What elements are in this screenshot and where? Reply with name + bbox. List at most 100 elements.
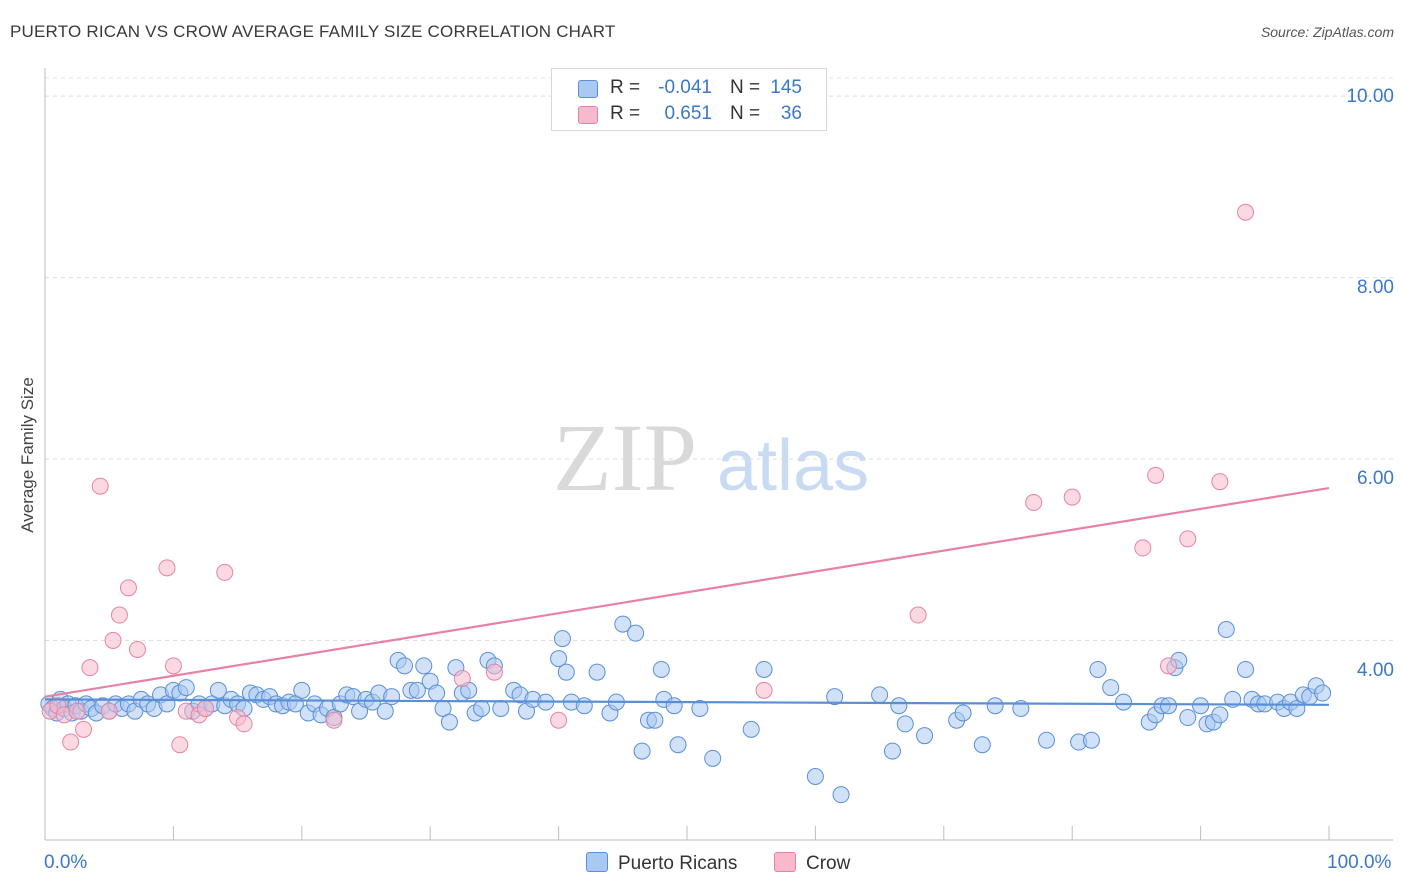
legend-r-value: 0.651 — [664, 103, 712, 124]
crow-point — [128, 641, 146, 658]
crow-point — [1147, 466, 1165, 484]
crow-point — [325, 711, 343, 729]
puerto-rican-point — [553, 630, 571, 648]
puerto-rican-point — [890, 697, 908, 715]
puerto-rican-point — [473, 699, 491, 717]
x-tick-label-min: 0.0% — [44, 852, 88, 873]
puerto-rican-point — [1217, 621, 1235, 639]
puerto-rican-point — [691, 699, 709, 717]
crow-point — [110, 606, 128, 624]
puerto-rican-point — [1314, 684, 1332, 702]
puerto-rican-point — [209, 681, 227, 699]
puerto-rican-point — [1237, 660, 1255, 678]
legend-n-label: N = — [730, 77, 761, 98]
crow-point — [485, 663, 503, 681]
crow-point — [1160, 657, 1177, 675]
puerto-rican-point — [1038, 731, 1056, 749]
crow-point — [75, 720, 93, 738]
crow-point — [164, 657, 182, 675]
puerto-rican-point — [826, 688, 844, 706]
crow-point — [1063, 488, 1081, 506]
legend-swatch-puerto-ricans — [578, 80, 598, 98]
puerto-rican-point — [1179, 709, 1197, 727]
puerto-rican-point — [588, 663, 606, 681]
crow-point — [755, 681, 773, 699]
puerto-rican-point — [1115, 693, 1133, 711]
puerto-rican-point — [896, 715, 914, 733]
crow-point — [1237, 203, 1255, 221]
crow-point — [1134, 539, 1152, 557]
puerto-rican-point — [669, 736, 687, 754]
crow-point — [68, 702, 86, 720]
y-tick-label: 6.00 — [1357, 468, 1394, 489]
crow-trendline — [44, 486, 1330, 698]
legend-r-label: R = — [610, 77, 641, 98]
puerto-rican-point — [1192, 697, 1210, 715]
puerto-rican-point — [916, 727, 934, 745]
puerto-rican-point — [177, 679, 195, 697]
puerto-rican-point — [428, 684, 446, 702]
puerto-rican-point — [614, 615, 632, 633]
crow-point — [171, 736, 189, 754]
puerto-rican-point — [871, 686, 889, 704]
crow-point — [119, 579, 137, 597]
puerto-rican-point — [704, 749, 722, 767]
puerto-rican-point — [1102, 679, 1120, 697]
y-tick-label: 8.00 — [1357, 277, 1394, 298]
puerto-rican-point — [415, 657, 433, 675]
legend-n-value: 145 — [770, 77, 802, 98]
crow-point — [216, 563, 234, 581]
y-axis-label: Average Family Size — [18, 377, 37, 533]
series-swatch-crow — [774, 852, 796, 872]
legend-r-label: R = — [610, 103, 641, 124]
puerto-rican-point — [557, 663, 575, 681]
source-label: Source: ZipAtlas.com — [1260, 24, 1394, 40]
puerto-rican-point — [665, 697, 683, 715]
puerto-rican-point — [986, 697, 1004, 715]
series-legend-crow[interactable]: Crow — [774, 852, 850, 875]
y-tick-label: 4.00 — [1357, 660, 1394, 681]
watermark-zip: ZIP — [553, 404, 697, 511]
puerto-rican-point — [973, 736, 991, 754]
crow-point — [91, 477, 109, 495]
legend-row-crow: R = 0.651 N = 36 — [552, 102, 826, 128]
puerto-rican-point — [742, 720, 760, 738]
series-legend-puerto-ricans[interactable]: Puerto Ricans — [586, 852, 737, 875]
puerto-rican-point — [1211, 706, 1229, 724]
crow-point — [81, 659, 99, 677]
puerto-rican-point — [883, 742, 901, 760]
crow-point — [100, 702, 118, 720]
series-legend-label: Puerto Ricans — [618, 853, 738, 874]
puerto-rican-point — [1160, 697, 1177, 715]
crow-point — [453, 670, 471, 688]
puerto-rican-point — [1089, 660, 1107, 678]
puerto-rican-point — [408, 681, 426, 699]
crow-point — [1025, 494, 1043, 512]
legend-n-label: N = — [730, 103, 761, 124]
puerto-rican-point — [1082, 731, 1100, 749]
crow-point — [1179, 530, 1197, 548]
watermark-atlas: atlas — [717, 426, 869, 506]
puerto-rican-trendline — [44, 698, 1330, 706]
puerto-rican-point — [376, 702, 394, 720]
x-tick-label-max: 100.0% — [1327, 852, 1392, 873]
series-legend-label: Crow — [806, 853, 851, 874]
crow-point — [1211, 473, 1229, 491]
legend-row-puerto-ricans: R = -0.041 N = 145 — [552, 76, 826, 102]
puerto-rican-point — [652, 660, 670, 678]
crow-point — [909, 606, 927, 624]
legend-swatch-crow — [578, 106, 598, 124]
legend-n-value: 36 — [780, 103, 802, 124]
puerto-rican-point — [755, 660, 773, 678]
puerto-rican-point — [293, 681, 311, 699]
crow-point — [550, 711, 568, 729]
crow-point — [197, 699, 214, 717]
crow-point — [104, 631, 122, 649]
puerto-rican-point — [832, 786, 850, 804]
legend-r-value: -0.041 — [658, 77, 712, 98]
puerto-rican-point — [954, 704, 972, 722]
puerto-rican-point — [550, 650, 568, 668]
puerto-rican-point — [396, 657, 414, 675]
puerto-rican-point — [440, 713, 458, 731]
